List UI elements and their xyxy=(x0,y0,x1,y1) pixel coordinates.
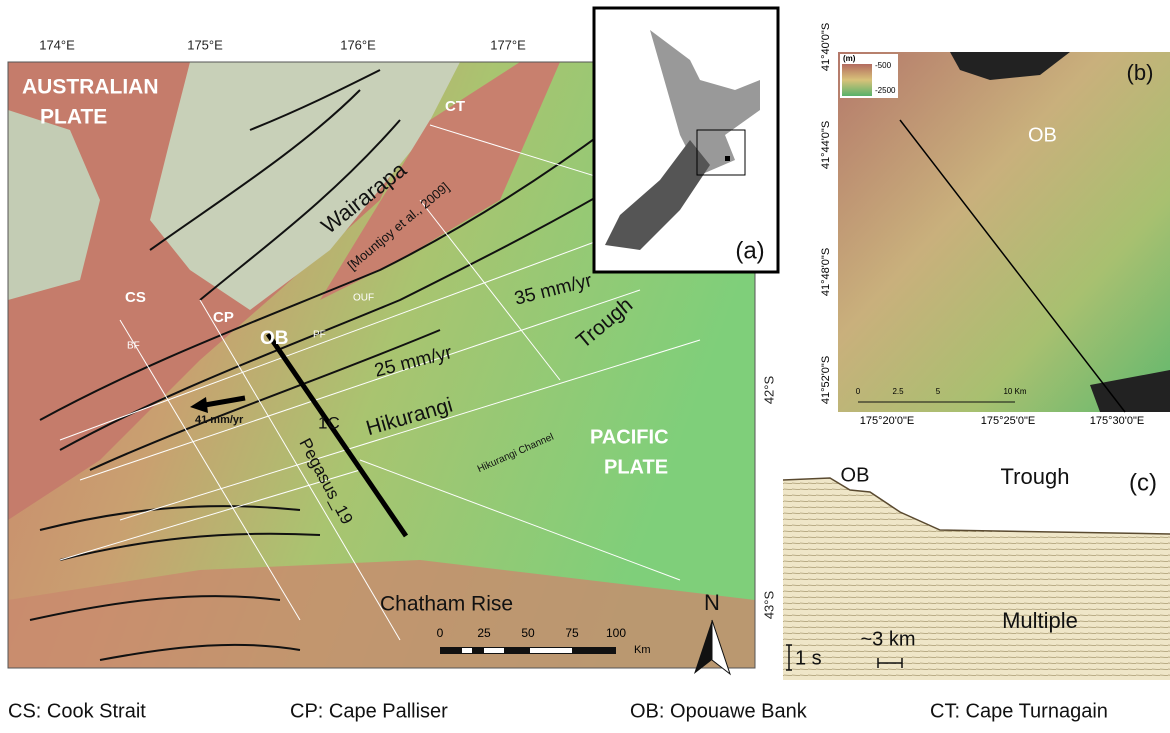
panel-label: (c) xyxy=(1129,469,1157,496)
bathymetry xyxy=(838,52,1170,412)
place-label: OB xyxy=(260,328,289,349)
panel-c: OB Trough (c) Multiple ~3 km 1 s xyxy=(783,464,1170,680)
figure: 174°E 175°E 176°E 177°E 42°S 43°S AUSTRA… xyxy=(0,0,1170,728)
scale-tick: 5 xyxy=(936,387,941,396)
scale-label: 1 s xyxy=(795,647,822,669)
scale-tick: 10 Km xyxy=(1003,387,1026,396)
seismic-section xyxy=(783,478,1170,680)
scale-tick: 0 xyxy=(437,626,444,640)
scale-tick: 0 xyxy=(856,387,861,396)
lon-label: 174°E xyxy=(39,37,75,52)
lat-label: 42°S xyxy=(761,376,776,405)
panel-label: (a) xyxy=(735,237,764,264)
legend-label: -500 xyxy=(875,61,892,70)
region-label: Chatham Rise xyxy=(380,593,513,616)
lat-label: 41°48'0"S xyxy=(820,248,832,296)
place-label: CT xyxy=(445,98,465,115)
scale-tick: 50 xyxy=(521,626,535,640)
lon-label: 177°E xyxy=(490,37,526,52)
north-label: N xyxy=(704,590,720,615)
location-marker xyxy=(725,156,730,161)
legend-label: -2500 xyxy=(875,86,896,95)
scale-segment xyxy=(530,648,572,653)
fault-label: OUF xyxy=(353,293,374,304)
scale-segment xyxy=(462,648,472,653)
place-label: OB xyxy=(1028,124,1057,146)
lon-label: 175°20'0"E xyxy=(860,415,914,427)
place-label: CS xyxy=(125,289,146,306)
panel-b: (m) -500 -2500 OB (b) 0 2.5 5 10 Km 41°4… xyxy=(820,23,1170,427)
scale-tick: 25 xyxy=(477,626,491,640)
lat-label: 41°52'0"S xyxy=(820,356,832,404)
inset-a: (a) xyxy=(594,8,778,272)
scale-tick: 2.5 xyxy=(892,387,904,396)
scale-unit: Km xyxy=(634,644,651,656)
scale-tick: 100 xyxy=(606,626,626,640)
abbreviations: CS: Cook Strait CP: Cape Palliser OB: Op… xyxy=(8,700,1108,722)
line-label: 1C xyxy=(318,413,340,432)
lon-label: 175°30'0"E xyxy=(1090,415,1144,427)
plate-label: PACIFIC xyxy=(590,426,669,448)
plate-label: PLATE xyxy=(40,106,107,129)
lat-label: 43°S xyxy=(761,591,776,620)
abbreviation: OB: Opouawe Bank xyxy=(630,700,808,722)
lat-label: 41°40'0"S xyxy=(820,23,832,71)
legend-ramp xyxy=(842,64,872,96)
scale-tick: 75 xyxy=(565,626,579,640)
multiple-label: Multiple xyxy=(1002,608,1078,633)
rate-label: 41 mm/yr xyxy=(195,414,244,426)
fault-label: PF xyxy=(313,330,326,341)
abbreviation: CT: Cape Turnagain xyxy=(930,700,1108,722)
lon-labels: 174°E 175°E 176°E 177°E xyxy=(39,37,526,52)
abbreviation: CS: Cook Strait xyxy=(8,700,146,722)
legend-unit: (m) xyxy=(843,54,856,63)
lon-label: 175°25'0"E xyxy=(981,415,1035,427)
plate-label: PLATE xyxy=(604,456,668,478)
abbreviation: CP: Cape Palliser xyxy=(290,700,448,722)
panel-label: (b) xyxy=(1127,60,1154,85)
lat-label: 41°44'0"S xyxy=(820,121,832,169)
lon-label: 176°E xyxy=(340,37,376,52)
fault-label: BF xyxy=(127,341,140,352)
scale-segment xyxy=(484,648,504,653)
place-label: CP xyxy=(213,309,234,326)
lon-label: 175°E xyxy=(187,37,223,52)
place-label: OB xyxy=(841,464,870,486)
region-label: Trough xyxy=(1001,464,1070,489)
scale-label: ~3 km xyxy=(860,628,915,650)
plate-label: AUSTRALIAN xyxy=(22,76,159,99)
